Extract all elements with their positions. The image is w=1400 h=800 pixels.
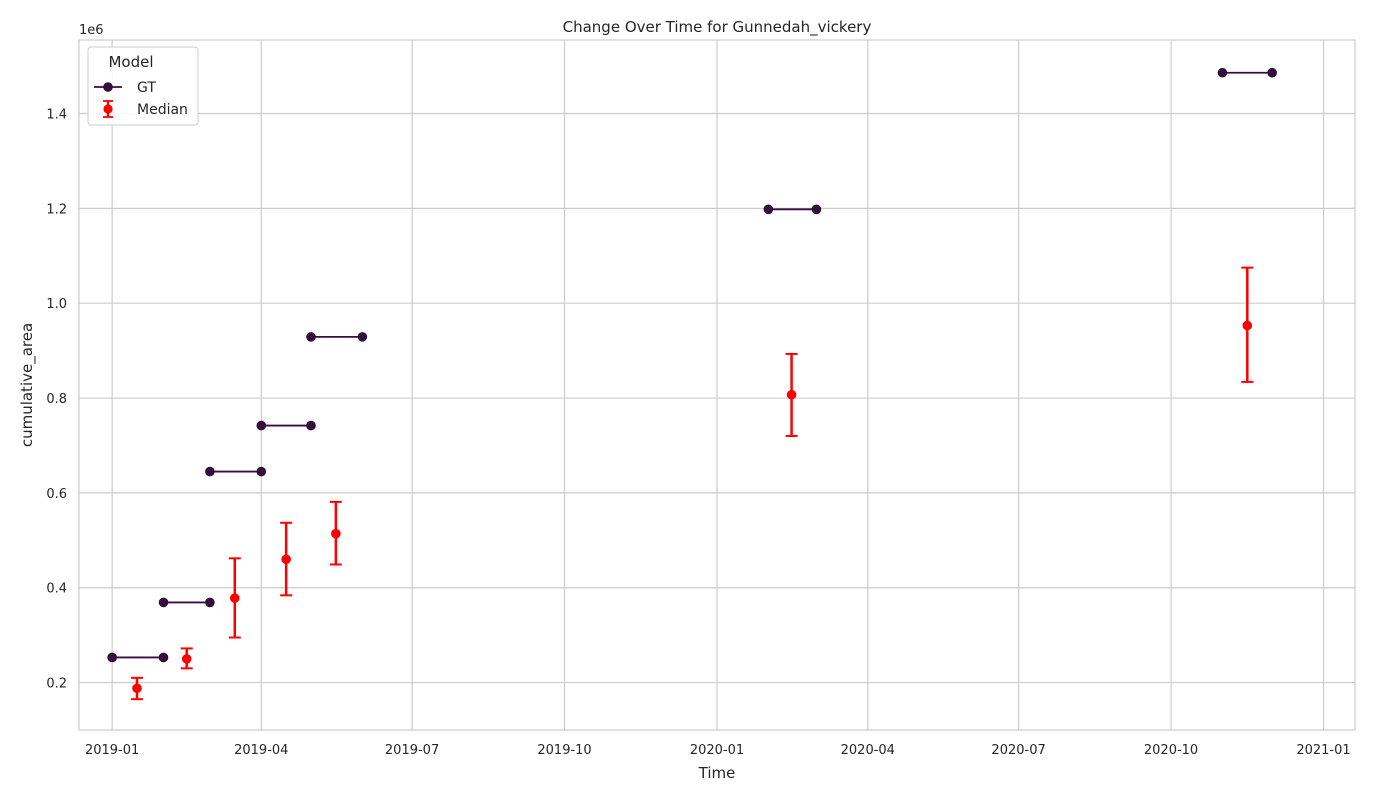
y-tick-label: 1.2: [46, 202, 67, 217]
plot-frame: [78, 39, 1356, 731]
x-tick-label: 2019-10: [537, 743, 591, 758]
median-point: [281, 554, 291, 565]
legend-median-marker: [103, 104, 113, 114]
x-tick-label: 2020-04: [841, 743, 895, 758]
gt-point: [357, 332, 368, 342]
gt-point: [811, 204, 822, 215]
legend-median-label: Median: [137, 102, 188, 118]
median-point: [331, 528, 341, 539]
chart-title: Change Over Time for Gunnedah_vickery: [563, 18, 872, 37]
gt-point: [205, 466, 215, 477]
x-tick-label: 2020-10: [1144, 743, 1198, 758]
gt-point: [306, 420, 316, 431]
y-tick-label: 1.4: [46, 108, 67, 123]
x-tick-label: 2020-01: [690, 743, 744, 758]
y-tick-labels: 0.2 0.4 0.6 0.8 1.0 1.2 1.4: [46, 108, 67, 692]
gt-point: [256, 466, 267, 477]
median-point: [229, 593, 240, 603]
grid: [79, 40, 1355, 730]
y-axis-label: cumulative_area: [18, 323, 37, 447]
median-point: [786, 389, 797, 400]
median-series: [131, 266, 1254, 701]
x-tick-label: 2020-07: [991, 743, 1045, 758]
legend-title: Model: [108, 53, 153, 71]
gt-point: [205, 597, 215, 608]
gt-point: [763, 204, 774, 215]
y-tick-label: 0.4: [46, 582, 67, 597]
x-tick-label: 2019-07: [385, 743, 439, 758]
gt-point: [306, 332, 316, 342]
x-tick-label: 2019-04: [234, 743, 288, 758]
gt-series: [107, 67, 1277, 663]
gt-point: [1217, 67, 1228, 78]
legend: Model GT Median: [87, 46, 199, 126]
y-tick-label: 0.6: [46, 487, 67, 502]
y-tick-label: 0.8: [46, 392, 67, 407]
gt-point: [256, 420, 267, 431]
median-point: [1242, 320, 1253, 331]
x-tick-labels: 2019-01 2019-04 2019-07 2019-10 2020-01 2020-…: [85, 743, 1351, 758]
legend-gt-marker: [103, 82, 113, 92]
y-tick-label: 1.0: [46, 297, 67, 312]
median-point: [132, 683, 142, 694]
y-offset-label: 1e6: [79, 23, 104, 38]
gt-point: [158, 597, 169, 608]
y-tick-label: 0.2: [46, 677, 67, 692]
gt-point: [1267, 67, 1277, 78]
x-tick-label: 2019-01: [85, 743, 139, 758]
gt-point: [158, 652, 169, 663]
legend-box: [87, 46, 199, 126]
x-axis-label: Time: [698, 764, 736, 782]
legend-gt-label: GT: [137, 80, 156, 96]
median-point: [181, 654, 192, 664]
x-tick-label: 2021-01: [1296, 743, 1350, 758]
gt-point: [107, 652, 117, 663]
